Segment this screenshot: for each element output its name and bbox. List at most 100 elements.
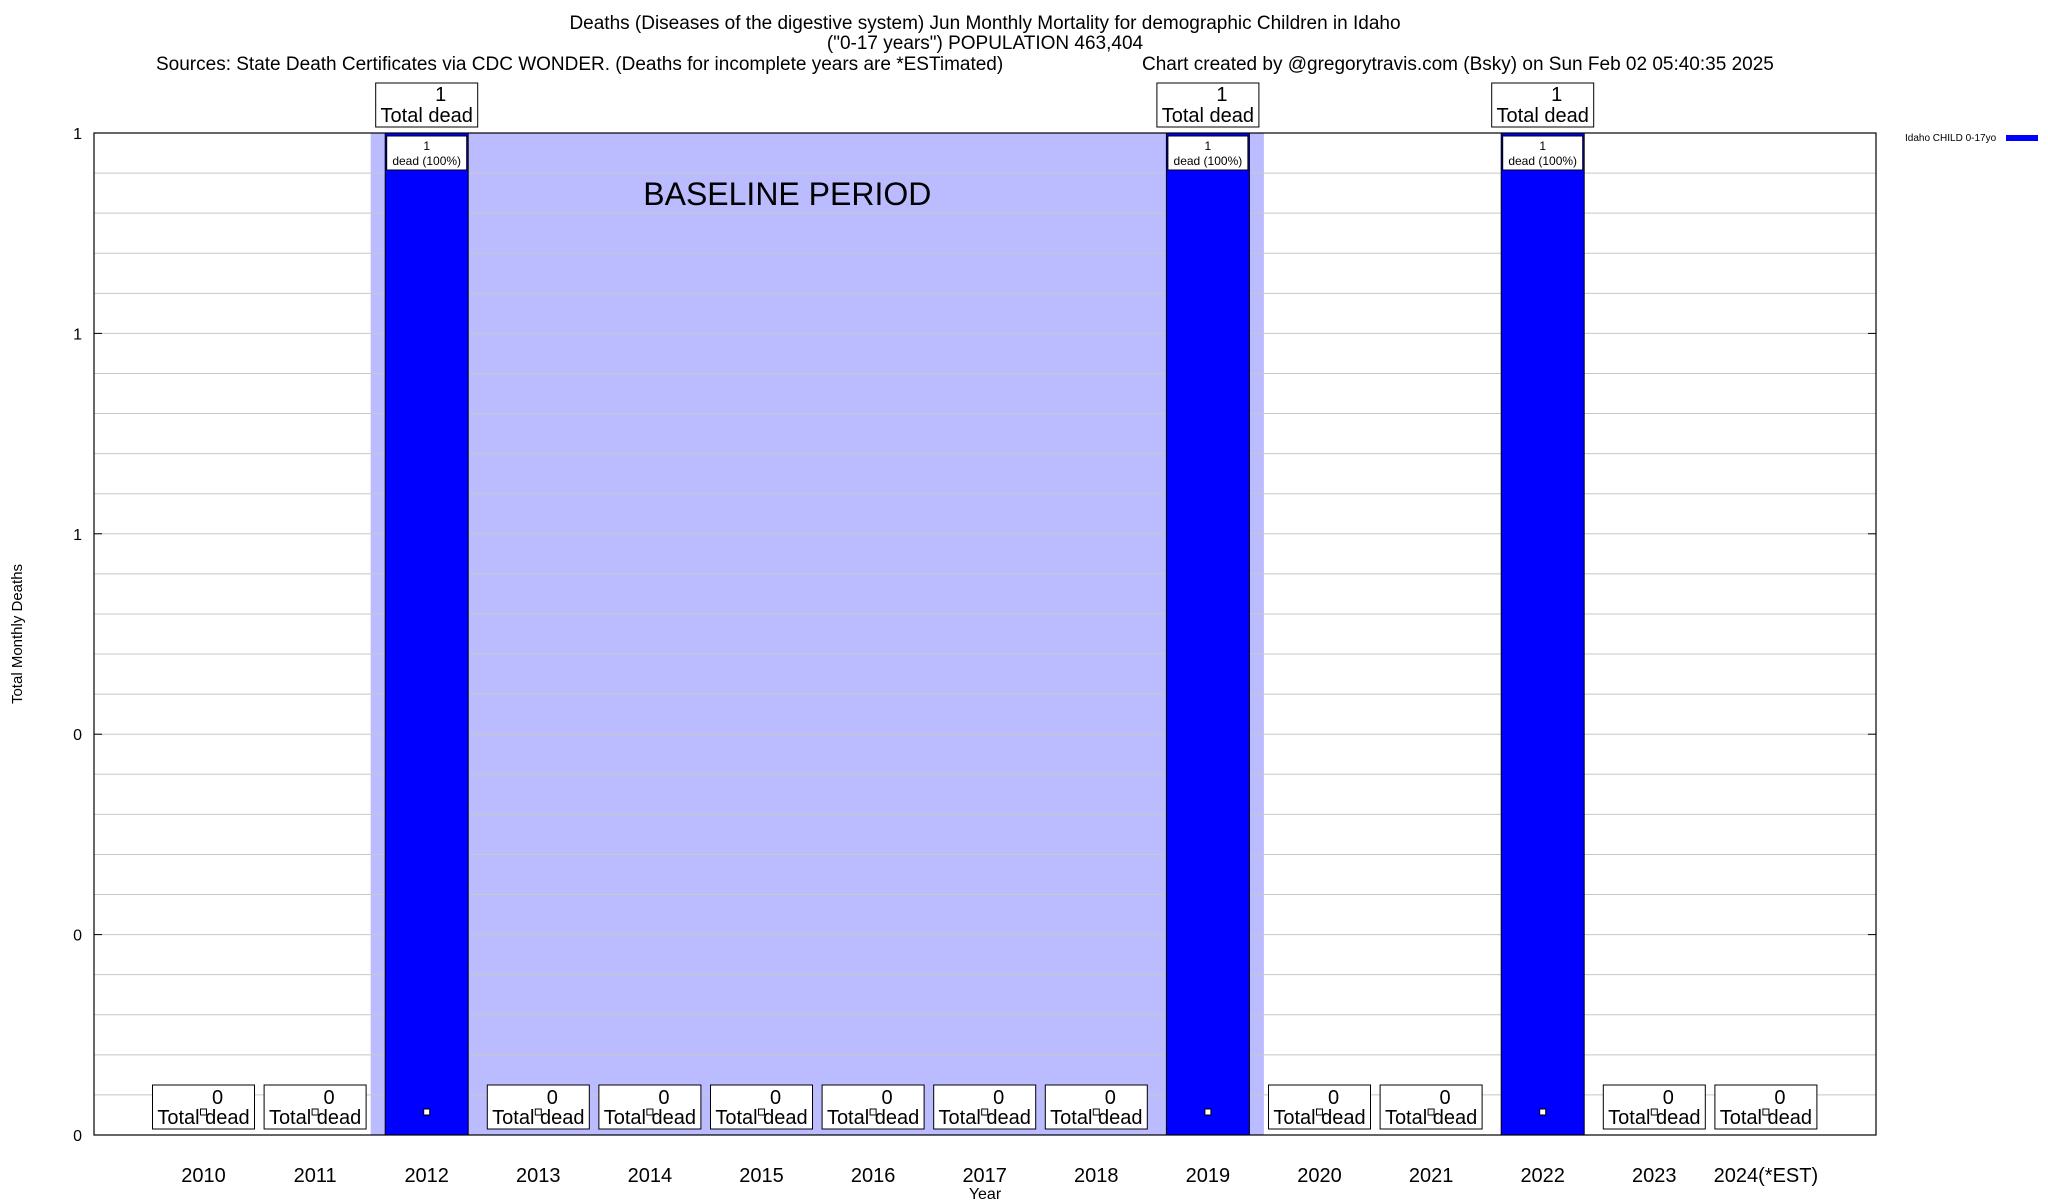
x-tick-label: 2016 [851,1165,896,1187]
x-tick-marker [1316,1108,1323,1116]
plot-frame [93,132,1877,1136]
total-label-box [1268,1084,1371,1130]
total-value-label: 0 [1774,1087,1785,1109]
total-value-label: 0 [1328,1087,1339,1109]
bar-inner-label: 1 [1205,139,1212,153]
x-tick-label: 2015 [739,1165,784,1187]
total-value-label: 0 [212,1087,223,1109]
total-dead-label: Total dead [827,1107,919,1129]
y-tick-label: 1 [73,326,82,343]
total-label-box [710,1084,813,1130]
x-tick-label: 2014 [628,1165,673,1187]
bar-inner-label: 1 [1539,139,1546,153]
x-tick-label: 2023 [1632,1165,1677,1187]
total-value-label: 0 [993,1087,1004,1109]
bar-inner-label: dead (100%) [1508,154,1577,168]
x-tick-label: 2021 [1409,1165,1454,1187]
x-tick-marker [646,1108,654,1116]
x-tick-marker [1092,1108,1100,1116]
x-axis-label: Year [969,1186,1002,1200]
total-value-label: 0 [547,1087,558,1109]
x-tick-marker [311,1108,319,1116]
y-tick-label: 0 [73,1128,82,1145]
y-tick-label: 1 [73,527,82,544]
x-tick-marker [1762,1108,1770,1116]
total-dead-label: Total dead [1497,105,1589,127]
total-label-box [486,1084,590,1130]
bar-2022 [1500,132,1585,1136]
total-label-box [933,1084,1037,1130]
x-tick-label: 2024(*EST) [1714,1165,1819,1187]
total-value-label: 0 [1440,1087,1451,1109]
total-dead-label: Total dead [1385,1107,1477,1129]
total-label-box [375,82,479,128]
x-tick-marker [534,1108,542,1116]
bar-2012 [384,132,469,1136]
total-value-label: 1 [1551,84,1562,106]
total-value-label: 1 [1216,84,1227,106]
bar-inner-label-box [1167,135,1249,171]
total-dead-label: Total dead [157,1107,249,1129]
x-tick-label: 2020 [1297,1165,1342,1187]
bar-inner-label: 1 [423,139,430,153]
total-value-label: 0 [770,1087,781,1109]
chart-title: Deaths (Diseases of the digestive system… [569,13,1401,34]
x-tick-label: 2012 [404,1165,449,1187]
chart-sources: Sources: State Death Certificates via CD… [156,54,1004,75]
x-tick-marker [423,1108,431,1116]
y-tick-label: 0 [73,727,82,744]
total-label-box [1714,1084,1818,1130]
x-tick-marker [981,1108,989,1116]
x-tick-marker [1539,1108,1547,1116]
bar-inner-label-box [1502,135,1584,171]
baseline-period-band [370,133,1264,1135]
total-label-box [598,1084,702,1130]
baseline-period-label: BASELINE PERIOD [643,176,931,212]
bar-inner-label: dead (100%) [1174,154,1243,168]
total-dead-label: Total dead [1162,105,1254,127]
x-tick-label: 2019 [1186,1165,1231,1187]
y-tick-label: 0 [73,928,82,945]
total-label-box [1044,1084,1148,1130]
total-dead-label: Total dead [492,1107,584,1129]
total-value-label: 1 [435,84,446,106]
total-label-box [1379,1084,1483,1130]
x-tick-label: 2013 [516,1165,561,1187]
total-dead-label: Total dead [1608,1107,1700,1129]
x-tick-marker [1204,1108,1212,1116]
x-tick-marker [200,1108,207,1116]
x-tick-label: 2017 [962,1165,1007,1187]
total-value-label: 0 [324,1087,335,1109]
total-dead-label: Total dead [1720,1107,1812,1129]
total-value-label: 0 [1105,1087,1116,1109]
total-dead-label: Total dead [1273,1107,1365,1129]
total-label-box [821,1084,925,1130]
total-label-box [152,1084,255,1130]
x-tick-marker [758,1108,765,1116]
total-label-box [1491,82,1595,128]
total-dead-label: Total dead [381,105,473,127]
total-dead-label: Total dead [715,1107,807,1129]
y-tick-label: 1 [73,126,82,143]
x-tick-marker [869,1108,877,1116]
legend-label: Idaho CHILD 0-17yo [1905,133,1997,144]
x-tick-label: 2010 [181,1165,226,1187]
x-tick-label: 2011 [294,1165,337,1187]
y-axis-label: Total Monthly Deaths [9,564,26,704]
chart-credit: Chart created by @gregorytravis.com (Bsk… [1142,54,1774,75]
bar-inner-label-box [386,135,468,171]
bar-2019 [1165,132,1250,1136]
x-tick-label: 2018 [1074,1165,1119,1187]
total-value-label: 0 [882,1087,893,1109]
total-dead-label: Total dead [1050,1107,1142,1129]
total-value-label: 0 [658,1087,669,1109]
chart-subtitle: ("0-17 years") POPULATION 463,404 [826,33,1144,54]
x-tick-label: 2022 [1520,1165,1565,1187]
total-dead-label: Total dead [939,1107,1031,1129]
total-label-box [1602,1084,1706,1130]
total-label-box [263,1084,367,1130]
total-value-label: 0 [1663,1087,1674,1109]
x-tick-marker [1650,1108,1658,1116]
total-dead-label: Total dead [269,1107,361,1129]
